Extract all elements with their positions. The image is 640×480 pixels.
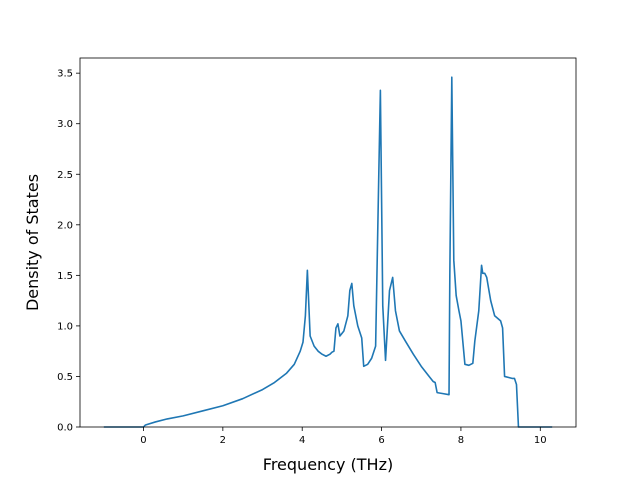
y-tick-label: 3.5 xyxy=(57,69,73,80)
y-tick-label: 1.0 xyxy=(57,321,73,332)
y-tick-label: 3.0 xyxy=(57,119,73,130)
y-tick-label: 2.5 xyxy=(57,170,73,181)
y-axis-label: Density of States xyxy=(23,174,42,311)
y-tick-label: 0.0 xyxy=(57,423,73,434)
y-axis: 0.0 0.5 1.0 1.5 2.0 2.5 3.0 3.5 xyxy=(57,69,80,434)
axes-frame xyxy=(79,57,577,428)
x-tick-label: 8 xyxy=(458,435,464,446)
y-tick-label: 2.0 xyxy=(57,220,73,231)
x-tick-label: 2 xyxy=(220,435,226,446)
x-axis-label: Frequency (THz) xyxy=(263,455,393,474)
x-tick-label: 4 xyxy=(299,435,305,446)
x-axis: 0 2 4 6 8 10 xyxy=(140,427,547,446)
series-line-0 xyxy=(103,76,553,428)
x-tick-label: 0 xyxy=(140,435,146,446)
y-tick-label: 0.5 xyxy=(57,372,73,383)
x-tick-label: 6 xyxy=(378,435,384,446)
x-tick-label: 10 xyxy=(534,435,547,446)
plot-area xyxy=(103,76,553,428)
y-tick-label: 1.5 xyxy=(57,271,73,282)
